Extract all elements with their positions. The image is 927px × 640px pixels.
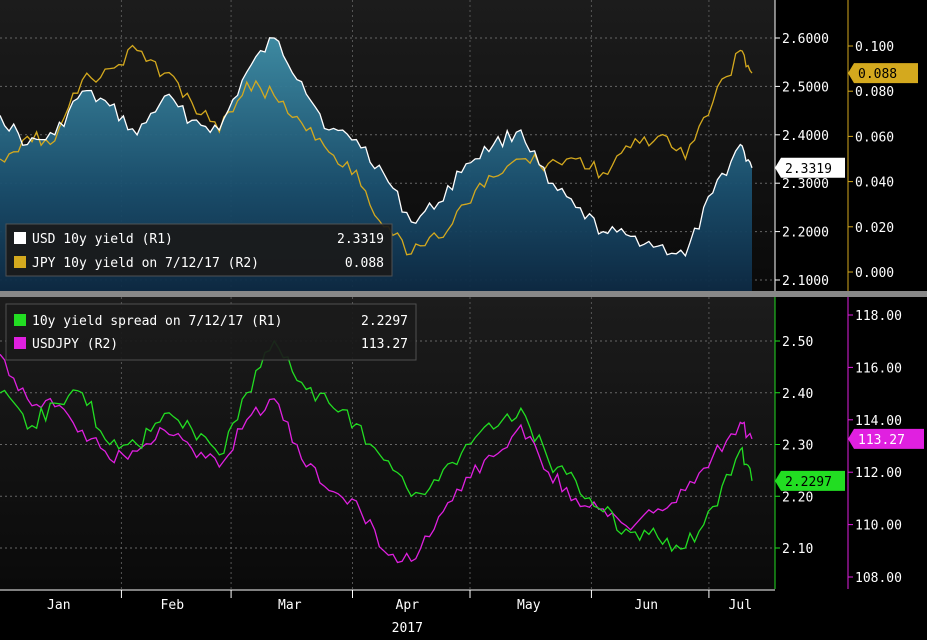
bottom-r1-tick-label: 2.10 — [782, 542, 813, 557]
x-axis-month-label: Jul — [729, 598, 752, 613]
top-r1-tick-label: 2.3000 — [782, 177, 829, 192]
legend-swatch-jpy — [14, 256, 26, 268]
x-axis-month-label: Feb — [161, 598, 185, 613]
usd-last-value-tag-text: 2.3319 — [785, 162, 832, 177]
bottom-r2-tick-label: 114.00 — [855, 414, 902, 429]
top-r2-tick-label: 0.020 — [855, 221, 894, 236]
legend-value-jpy: 0.088 — [345, 256, 384, 271]
bottom-r2-tick-label: 118.00 — [855, 309, 902, 324]
x-axis-month-label: Jan — [47, 598, 70, 613]
x-axis-month-label: Jun — [635, 598, 658, 613]
spread-line — [0, 339, 753, 553]
legend-swatch-usdjpy — [14, 337, 26, 349]
legend-value-spread: 2.2297 — [361, 314, 408, 329]
usdjpy-line — [0, 353, 753, 564]
x-axis-year-label: 2017 — [392, 621, 423, 636]
top-r2-tick-label: 0.060 — [855, 130, 894, 145]
legend-swatch-spread — [14, 314, 26, 326]
bottom-lines — [0, 339, 753, 564]
bottom-r1-tick-label: 2.40 — [782, 387, 813, 402]
top-r1-tick-label: 2.4000 — [782, 129, 829, 144]
axes-layer: 2.6000 2.5000 2.4000 2.3000 2.2000 2.1000 0.10… — [774, 0, 902, 589]
usdjpy-last-value-tag-text: 113.27 — [858, 433, 905, 448]
spread-last-value-tag: 2.2297 — [775, 470, 845, 491]
last-value-tags: 2.3319 0.088 2.2297 113.27 — [775, 63, 924, 491]
legend-value-usd: 2.3319 — [337, 232, 384, 247]
bottom-r2-tick-label: 108.00 — [855, 571, 902, 586]
bottom-r2-tick-label: 110.00 — [855, 519, 902, 534]
top-r2-tick-label: 0.080 — [855, 85, 894, 100]
top-legend: USD 10y yield (R1) 2.3319 JPY 10y yield … — [5, 223, 393, 277]
top-r2-tick-label: 0.100 — [855, 40, 894, 55]
jpy-last-value-tag-text: 0.088 — [858, 67, 897, 82]
x-axis-month-label: Apr — [396, 598, 420, 613]
bottom-r2-tick-label: 116.00 — [855, 361, 902, 376]
usd-last-value-tag: 2.3319 — [775, 157, 845, 178]
spread-last-value-tag-text: 2.2297 — [785, 475, 832, 490]
legend-swatch-usd — [14, 232, 26, 244]
top-r1-tick-label: 2.1000 — [782, 274, 829, 289]
x-axis-month-label: Mar — [278, 598, 302, 613]
top-r1-tick-label: 2.5000 — [782, 80, 829, 95]
top-r1-tick-label: 2.6000 — [782, 32, 829, 47]
top-r2-tick-label: 0.000 — [855, 266, 894, 281]
x-axis-month-label: May — [517, 598, 541, 613]
legend-label-usdjpy: USDJPY (R2) — [32, 337, 118, 352]
bottom-r1-tick-label: 2.50 — [782, 335, 813, 350]
bottom-r1-tick-label: 2.30 — [782, 439, 813, 454]
top-legend-box — [5, 223, 393, 277]
jpy-last-value-tag: 0.088 — [848, 63, 918, 84]
top-r1-tick-label: 2.2000 — [782, 226, 829, 241]
legend-label-jpy: JPY 10y yield on 7/12/17 (R2) — [32, 256, 259, 271]
bottom-r2-tick-label: 112.00 — [855, 466, 902, 481]
panel-divider — [0, 291, 927, 297]
x-axis: Jan Feb Mar Apr May Jun Jul 2017 — [0, 589, 775, 636]
usdjpy-last-value-tag: 113.27 — [848, 428, 924, 449]
bottom-legend-box — [5, 303, 417, 361]
bottom-r1-tick-label: 2.20 — [782, 490, 813, 505]
legend-value-usdjpy: 113.27 — [361, 337, 408, 352]
legend-label-spread: 10y yield spread on 7/12/17 (R1) — [32, 314, 282, 329]
bottom-legend: 10y yield spread on 7/12/17 (R1) 2.2297 … — [5, 303, 417, 361]
legend-label-usd: USD 10y yield (R1) — [32, 232, 173, 247]
top-r2-tick-label: 0.040 — [855, 176, 894, 191]
usd-yield-line — [0, 37, 753, 258]
